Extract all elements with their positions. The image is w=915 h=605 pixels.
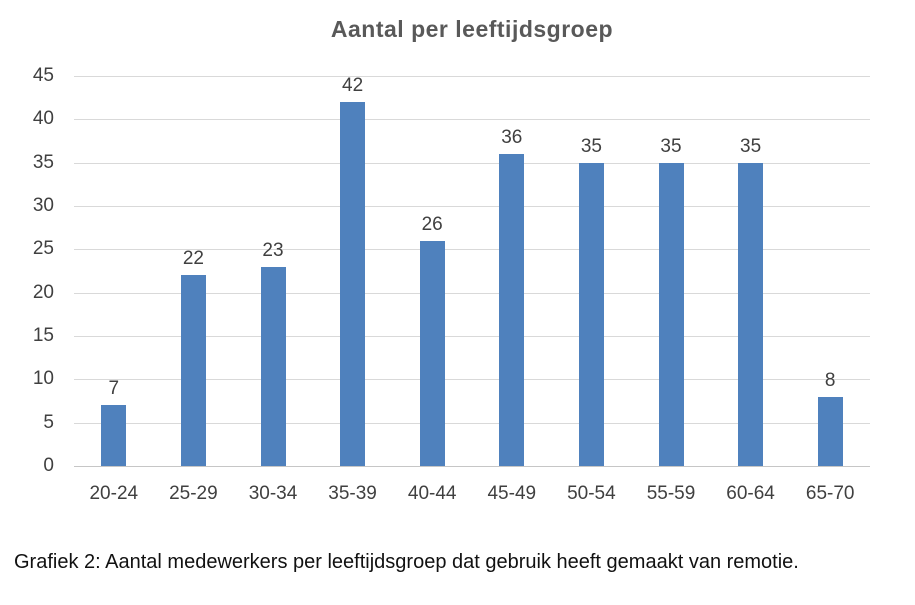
x-tick-label: 30-34 [248, 483, 298, 504]
y-tick-label: 45 [32, 65, 54, 86]
gridline [74, 336, 870, 337]
gridline [74, 249, 870, 251]
gridline [74, 422, 870, 424]
x-tick-label: 20-24 [89, 483, 139, 504]
bar-value-label: 35 [740, 135, 762, 157]
y-tick-label: 5 [43, 411, 54, 433]
x-tick-label: 60-64 [726, 483, 775, 504]
bar-value-label: 23 [262, 239, 284, 261]
bar-value-label: 22 [182, 248, 204, 270]
bar-value-label: 8 [824, 369, 836, 391]
x-tick-label: 55-59 [646, 483, 696, 504]
bar [101, 405, 127, 466]
gridline [74, 292, 870, 294]
y-tick-label: 40 [32, 108, 54, 130]
bar [499, 154, 525, 466]
x-tick-label: 45-49 [487, 483, 537, 504]
y-tick-label: 25 [32, 238, 54, 260]
bar [419, 240, 445, 466]
chart-title: Aantal per leeftijdsgroep [330, 16, 614, 42]
x-tick-label: 25-29 [169, 483, 218, 504]
x-axis-line [74, 466, 870, 467]
figure-caption: Grafiek 2: Aantal medewerkers per leefti… [14, 551, 799, 573]
bar-value-label: 35 [660, 135, 682, 157]
gridline [74, 206, 870, 207]
x-tick-label: 50-54 [567, 483, 616, 504]
y-tick-label: 15 [32, 325, 54, 346]
x-tick-label: 35-39 [328, 483, 377, 504]
bar [340, 102, 366, 466]
bar [260, 266, 286, 466]
bar [180, 275, 206, 466]
bar [817, 396, 843, 466]
y-tick-label: 0 [43, 455, 54, 476]
bar [738, 162, 764, 466]
y-tick-label: 35 [32, 151, 54, 173]
y-tick-label: 20 [32, 281, 54, 303]
bar-value-label: 7 [108, 378, 120, 400]
gridline [74, 162, 870, 164]
bar [578, 162, 604, 466]
y-tick-label: 10 [32, 368, 54, 390]
x-tick-label: 40-44 [407, 483, 457, 504]
bar-value-label: 26 [421, 213, 443, 235]
gridline [74, 76, 870, 77]
bar-value-label: 42 [342, 75, 364, 96]
bar-value-label: 35 [580, 135, 602, 157]
gridline [74, 119, 870, 121]
bar-value-label: 36 [501, 127, 523, 148]
x-tick-label: 65-70 [805, 483, 855, 504]
y-tick-label: 30 [32, 195, 54, 216]
bar [658, 162, 684, 466]
gridline [74, 379, 870, 381]
